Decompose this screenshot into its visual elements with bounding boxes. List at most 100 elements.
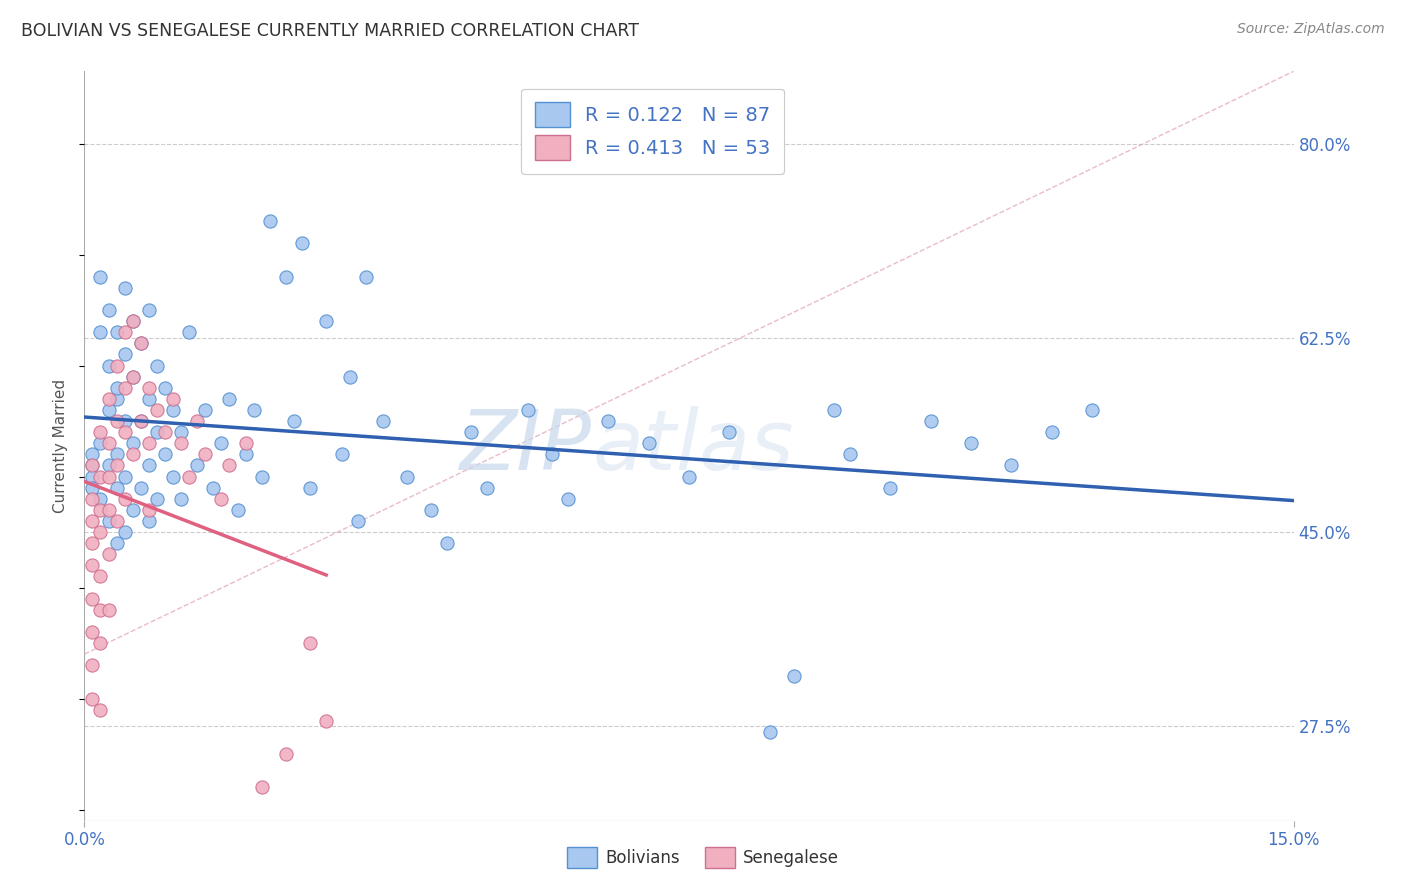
Point xyxy=(97,514,120,528)
Text: Source: ZipAtlas.com: Source: ZipAtlas.com xyxy=(1237,22,1385,37)
Text: BOLIVIAN VS SENEGALESE CURRENTLY MARRIED CORRELATION CHART: BOLIVIAN VS SENEGALESE CURRENTLY MARRIED… xyxy=(21,22,640,40)
Point xyxy=(194,403,217,417)
Point xyxy=(82,624,104,639)
Point xyxy=(170,491,193,506)
Y-axis label: Currently Married: Currently Married xyxy=(53,379,69,513)
Point xyxy=(146,359,169,373)
Point xyxy=(1040,425,1063,439)
Point xyxy=(153,447,176,461)
Point xyxy=(1081,403,1104,417)
Point xyxy=(82,658,104,673)
Point xyxy=(235,447,257,461)
Point xyxy=(97,458,120,473)
Point xyxy=(129,414,152,428)
Point xyxy=(420,503,443,517)
Point xyxy=(138,381,160,395)
Point xyxy=(162,403,184,417)
Point xyxy=(82,691,104,706)
Point xyxy=(823,403,845,417)
Point xyxy=(460,425,482,439)
Point xyxy=(783,669,806,683)
Point xyxy=(129,481,152,495)
Point xyxy=(89,491,111,506)
Legend: R = 0.122   N = 87, R = 0.413   N = 53: R = 0.122 N = 87, R = 0.413 N = 53 xyxy=(522,88,785,174)
Point xyxy=(291,236,314,251)
Point xyxy=(226,503,249,517)
Point xyxy=(138,303,160,318)
Point xyxy=(153,381,176,395)
Point xyxy=(89,425,111,439)
Point xyxy=(114,524,136,539)
Point xyxy=(209,491,232,506)
Legend: Bolivians, Senegalese: Bolivians, Senegalese xyxy=(560,840,846,875)
Point xyxy=(718,425,741,439)
Point xyxy=(82,514,104,528)
Point xyxy=(97,503,120,517)
Point xyxy=(105,359,128,373)
Point xyxy=(121,447,143,461)
Point xyxy=(186,414,208,428)
Point xyxy=(114,281,136,295)
Point xyxy=(89,524,111,539)
Point xyxy=(97,359,120,373)
Point xyxy=(114,414,136,428)
Point xyxy=(395,469,418,483)
Point xyxy=(235,436,257,450)
Point xyxy=(299,636,322,650)
Point xyxy=(97,603,120,617)
Point xyxy=(121,503,143,517)
Point xyxy=(162,469,184,483)
Point xyxy=(516,403,538,417)
Point xyxy=(179,469,201,483)
Point xyxy=(82,591,104,606)
Point xyxy=(153,425,176,439)
Point xyxy=(250,780,273,795)
Point xyxy=(839,447,862,461)
Point xyxy=(105,381,128,395)
Point xyxy=(82,458,104,473)
Point xyxy=(541,447,564,461)
Point xyxy=(283,414,305,428)
Point xyxy=(218,392,240,406)
Point xyxy=(121,436,143,450)
Point xyxy=(315,714,337,728)
Point xyxy=(82,558,104,573)
Point xyxy=(114,325,136,339)
Text: atlas: atlas xyxy=(592,406,794,486)
Point xyxy=(637,436,659,450)
Point xyxy=(97,547,120,561)
Point xyxy=(436,536,458,550)
Point xyxy=(186,458,208,473)
Point xyxy=(138,436,160,450)
Point xyxy=(114,425,136,439)
Point xyxy=(82,481,104,495)
Point xyxy=(89,703,111,717)
Point xyxy=(371,414,394,428)
Point xyxy=(347,514,370,528)
Point xyxy=(129,414,152,428)
Point xyxy=(299,481,322,495)
Point xyxy=(82,447,104,461)
Point xyxy=(114,491,136,506)
Point xyxy=(202,481,225,495)
Point xyxy=(146,425,169,439)
Point xyxy=(105,414,128,428)
Point xyxy=(1000,458,1022,473)
Point xyxy=(121,314,143,328)
Point xyxy=(89,325,111,339)
Point xyxy=(97,403,120,417)
Point xyxy=(121,314,143,328)
Point xyxy=(129,336,152,351)
Point xyxy=(162,392,184,406)
Point xyxy=(82,469,104,483)
Point xyxy=(330,447,353,461)
Point xyxy=(105,325,128,339)
Point xyxy=(82,458,104,473)
Point xyxy=(315,314,337,328)
Point xyxy=(179,325,201,339)
Point xyxy=(920,414,942,428)
Point xyxy=(89,436,111,450)
Point xyxy=(129,336,152,351)
Point xyxy=(89,636,111,650)
Point xyxy=(194,447,217,461)
